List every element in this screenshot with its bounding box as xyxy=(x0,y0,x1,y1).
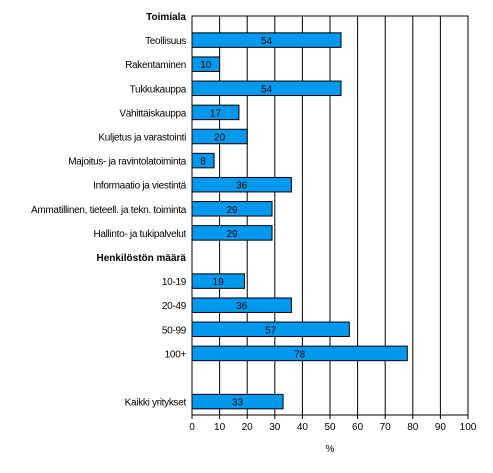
bar xyxy=(191,273,245,289)
bar xyxy=(191,104,240,121)
x-axis-title: % xyxy=(326,444,335,455)
x-tick-label: 100 xyxy=(460,422,477,433)
category-label: Kuljetus ja varastointi xyxy=(98,133,186,144)
data-label: 17 xyxy=(210,108,222,119)
data-label: 36 xyxy=(236,301,248,312)
category-label: 20-49 xyxy=(162,301,187,312)
bar xyxy=(191,393,284,410)
x-tick-label: 0 xyxy=(189,422,195,433)
group-heading: Toimiala xyxy=(146,12,186,23)
category-label: Kaikki yritykset xyxy=(125,398,187,409)
data-label: 10 xyxy=(200,60,212,71)
x-tick-label: 60 xyxy=(352,422,364,433)
data-label: 57 xyxy=(265,325,277,336)
data-label: 19 xyxy=(213,277,225,288)
bar xyxy=(191,80,342,97)
bar xyxy=(191,321,350,338)
x-tick-label: 40 xyxy=(297,422,309,433)
bar xyxy=(191,225,273,241)
category-label: Majoitus- ja ravintolatoiminta xyxy=(68,157,186,168)
category-label: Teollisuus xyxy=(145,36,186,47)
data-label: 36 xyxy=(236,181,248,192)
x-tick-label: 90 xyxy=(435,422,447,433)
category-label: Tukkukauppa xyxy=(130,84,187,95)
category-label: Vähittäiskauppa xyxy=(119,108,186,119)
bar xyxy=(191,345,408,362)
x-tick-label: 50 xyxy=(324,422,336,433)
x-tick-label: 10 xyxy=(214,422,226,433)
data-label: 54 xyxy=(261,84,273,95)
bar xyxy=(191,128,248,145)
category-label: Ammatillinen, tieteell. ja tekn. toimint… xyxy=(31,205,187,216)
data-label: 29 xyxy=(226,229,238,240)
bar xyxy=(191,32,342,48)
group-heading: Henkilöstön määrä xyxy=(97,253,187,264)
data-label: 8 xyxy=(200,157,206,168)
category-label: 100+ xyxy=(165,349,187,360)
x-tick-label: 80 xyxy=(407,422,419,433)
x-tick-label: 30 xyxy=(269,422,281,433)
data-label: 29 xyxy=(226,205,238,216)
x-tick-label: 70 xyxy=(380,422,392,433)
bar xyxy=(191,201,273,217)
data-label: 78 xyxy=(294,349,306,360)
category-label: 10-19 xyxy=(162,277,187,288)
data-label: 54 xyxy=(261,36,273,47)
category-label: Hallinto- ja tukipalvelut xyxy=(93,229,186,240)
category-label: Rakentaminen xyxy=(125,60,186,71)
bar xyxy=(191,297,292,313)
data-label: 20 xyxy=(214,133,226,144)
bar xyxy=(191,176,292,193)
category-label: Informaatio ja viestintä xyxy=(93,181,187,192)
bar xyxy=(191,152,215,169)
data-label: 33 xyxy=(232,398,244,409)
bar xyxy=(191,56,221,72)
category-label: 50-99 xyxy=(162,325,187,336)
x-tick-label: 20 xyxy=(242,422,254,433)
